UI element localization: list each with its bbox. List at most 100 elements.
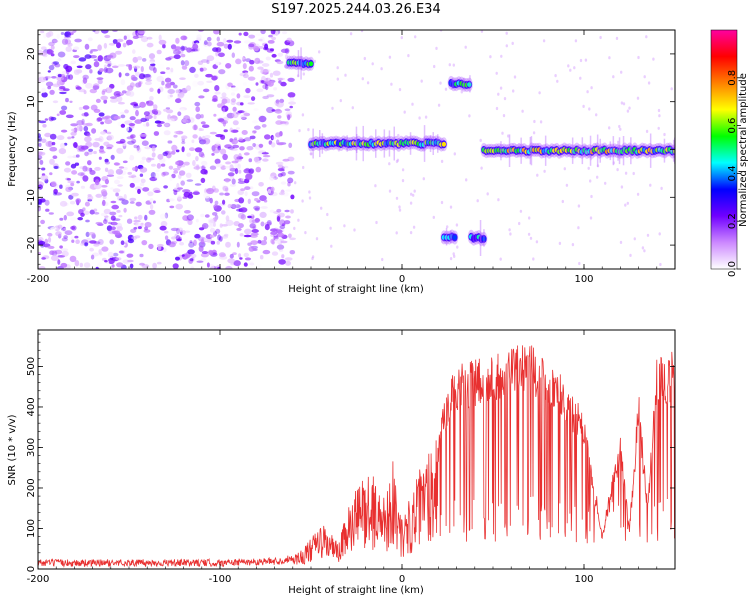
spectrogram-cell bbox=[289, 237, 296, 241]
spectrogram-cell bbox=[229, 127, 233, 133]
spectrogram-cell bbox=[441, 239, 444, 243]
spectrogram-cell bbox=[311, 255, 315, 259]
spectrogram-cell bbox=[132, 56, 139, 63]
spectrogram-cell bbox=[126, 39, 131, 46]
spectrogram-cell bbox=[44, 238, 49, 244]
spectrogram-cell bbox=[616, 168, 619, 172]
spectrogram-cell bbox=[221, 105, 229, 112]
spectrogram-cell bbox=[223, 43, 229, 49]
spectrogram-cell bbox=[479, 138, 482, 142]
spectrogram-cell bbox=[107, 95, 111, 100]
spectrogram-cell bbox=[221, 210, 226, 215]
spectrogram-cell bbox=[186, 152, 191, 157]
spectrogram-cell bbox=[444, 87, 448, 91]
spectrogram-cell bbox=[89, 88, 98, 94]
spectrogram-cell bbox=[375, 220, 378, 225]
spectrogram-cell bbox=[98, 156, 102, 160]
spectrogram-cell bbox=[164, 212, 169, 219]
spectrogram-cell bbox=[58, 148, 67, 155]
spectrogram-cell bbox=[61, 129, 68, 133]
spectrogram-cell bbox=[586, 150, 589, 155]
spectrogram-cell bbox=[248, 44, 254, 50]
spectrogram-cell bbox=[181, 65, 188, 70]
spectrogram-cell bbox=[67, 136, 72, 140]
spectrogram-cell bbox=[147, 191, 154, 197]
spectrogram-cell bbox=[55, 231, 62, 237]
spectrogram-cell bbox=[400, 36, 403, 40]
spectrogram-cell bbox=[110, 221, 118, 226]
spectrogram-cell bbox=[440, 159, 444, 163]
spectrogram-cell bbox=[96, 117, 101, 123]
spectrogram-cell bbox=[59, 200, 68, 207]
spectrogram-cell bbox=[232, 144, 240, 149]
spectrogram-cell bbox=[167, 89, 175, 94]
spectrogram-cell bbox=[132, 35, 139, 40]
spectrogram-cell bbox=[52, 100, 59, 104]
spectrogram-cell bbox=[105, 67, 114, 74]
spectrogram-cell bbox=[104, 161, 111, 165]
spectrogram-cell bbox=[497, 198, 500, 202]
spectrogram-cell bbox=[215, 47, 222, 53]
spectrogram-cell bbox=[106, 131, 112, 135]
spectrogram-cell bbox=[276, 244, 285, 250]
spectrogram-cell bbox=[103, 208, 111, 214]
spectrogram-cell bbox=[169, 94, 173, 98]
spectrogram-cell bbox=[98, 68, 105, 73]
spectrogram-cell bbox=[330, 244, 333, 248]
spectrogram-cell bbox=[243, 252, 249, 258]
spectrogram-cell bbox=[143, 111, 150, 116]
spectrogram-cell bbox=[129, 182, 135, 188]
spectrogram-cell bbox=[120, 79, 126, 86]
spectrogram-cell bbox=[420, 79, 423, 83]
spectrogram-cell bbox=[175, 37, 180, 44]
spectrogram-cell bbox=[113, 162, 120, 166]
spectrogram-cell bbox=[612, 136, 615, 166]
spectrogram-cell bbox=[71, 225, 77, 231]
spectrogram-cell bbox=[213, 30, 220, 35]
spectrogram-cell bbox=[71, 128, 75, 132]
spectrogram-cell bbox=[57, 224, 63, 229]
spectrogram-cell bbox=[165, 57, 172, 61]
spectrogram-cell bbox=[40, 219, 45, 225]
spectrogram-cell bbox=[139, 167, 148, 173]
spectrogram-cell bbox=[105, 87, 113, 94]
spectrogram-cell bbox=[110, 215, 116, 221]
spectrogram-cell bbox=[132, 106, 139, 111]
spectrogram-cell bbox=[287, 77, 295, 82]
spectrogram-cell bbox=[107, 134, 114, 141]
spectrogram-cell bbox=[244, 72, 249, 75]
spectrogram-cell bbox=[128, 123, 136, 127]
spectrogram-cell bbox=[244, 228, 252, 235]
spectrogram-cell bbox=[214, 91, 221, 95]
spectrogram-cell bbox=[589, 157, 593, 161]
spectrogram-cell bbox=[508, 228, 511, 232]
spectrogram-cell bbox=[262, 249, 271, 255]
spectrogram-cell bbox=[437, 134, 439, 153]
spectrogram-cell bbox=[518, 221, 521, 226]
spectrogram-cell bbox=[184, 230, 191, 233]
spectrogram-cell bbox=[423, 136, 425, 151]
spectrogram-cell bbox=[501, 131, 504, 135]
spectrogram-cell bbox=[215, 163, 223, 168]
colorbar-gradient bbox=[710, 29, 738, 270]
spectrogram-cell bbox=[156, 49, 162, 55]
spectrogram-cell bbox=[336, 77, 339, 81]
spectrogram-cell bbox=[225, 187, 229, 192]
spectrogram-cell bbox=[156, 163, 162, 169]
spectrogram-cell bbox=[204, 135, 211, 139]
spectrogram-cell bbox=[222, 199, 226, 205]
spectrogram-cell bbox=[146, 157, 152, 163]
snr-xlabel: Height of straight line (km) bbox=[288, 585, 424, 596]
spectrogram-cell bbox=[209, 131, 217, 135]
spectrogram-cell bbox=[161, 80, 165, 86]
spectrogram-cell bbox=[206, 59, 210, 64]
spectrogram-cell bbox=[175, 161, 179, 165]
spectrogram-cell bbox=[302, 72, 305, 76]
spectrogram-cell bbox=[452, 252, 455, 256]
spectrogram-cell bbox=[75, 198, 81, 204]
spectrogram-cell bbox=[70, 131, 77, 136]
spectrogram-cell bbox=[157, 261, 162, 265]
spectrogram-cell bbox=[271, 36, 276, 41]
spectrogram-cell bbox=[231, 52, 235, 58]
